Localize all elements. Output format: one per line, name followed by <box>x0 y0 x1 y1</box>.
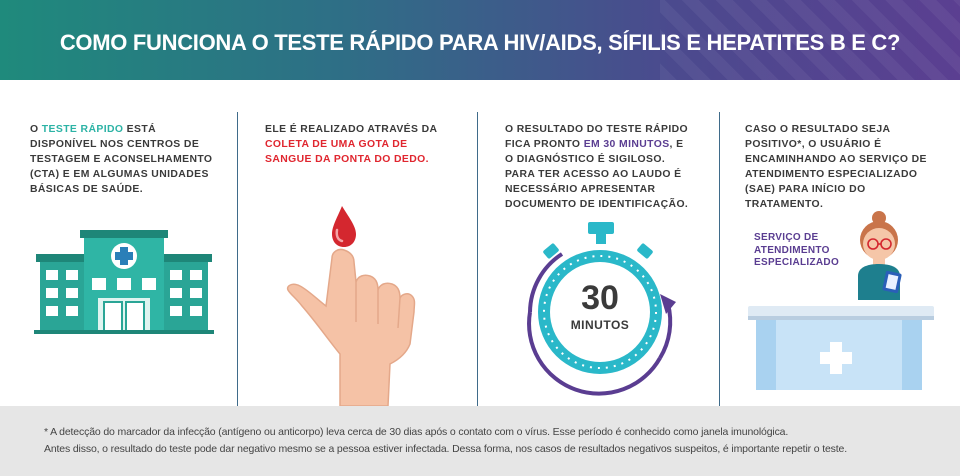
timer-number: 30 <box>581 279 619 317</box>
sae-label: SERVIÇO DE ATENDIMENTO ESPECIALIZADO <box>754 232 840 268</box>
page-title: COMO FUNCIONA O TESTE RÁPIDO PARA HIV/AI… <box>59 30 901 55</box>
column-text: O <box>30 124 42 135</box>
footnote-line-2: Antes disso, o resultado do teste pode d… <box>44 443 847 455</box>
info-column-result-time: O RESULTADO DO TESTE RÁPIDO FICA PRONTO … <box>505 122 695 212</box>
footnote-line-1: * A detecção do marcador da infecção (an… <box>44 426 789 438</box>
column-text: ELE É REALIZADO ATRAVÉS DA <box>265 124 438 135</box>
column-text: CASO O RESULTADO SEJA POSITIVO*, O USUÁR… <box>745 124 927 210</box>
hospital-icon <box>34 230 214 334</box>
timer-unit: MINUTOS <box>570 318 630 332</box>
header-banner: COMO FUNCIONA O TESTE RÁPIDO PARA HIV/AI… <box>0 0 960 80</box>
nurse-reception-icon <box>748 211 934 390</box>
info-column-blood-sample: ELE É REALIZADO ATRAVÉS DA COLETA DE UMA… <box>265 122 455 167</box>
finger-blood-drop-icon <box>286 206 416 406</box>
column-divider <box>237 112 238 408</box>
header-pattern <box>660 0 960 80</box>
column-highlight: COLETA DE UMA GOTA DE SANGUE DA PONTA DO… <box>265 139 429 165</box>
stopwatch-icon <box>527 222 676 396</box>
info-column-cta: O TESTE RÁPIDO ESTÁ DISPONÍVEL NOS CENTR… <box>30 122 220 197</box>
column-text: ESTÁ DISPONÍVEL NOS CENTROS DE TESTAGEM … <box>30 124 213 195</box>
column-text: , E O DIAGNÓSTICO É SIGILOSO. PARA TER A… <box>505 139 689 210</box>
column-highlight: EM 30 MINUTOS <box>583 139 670 150</box>
footnote-section: * A detecção do marcador da infecção (an… <box>0 406 960 476</box>
column-divider <box>719 112 720 408</box>
info-column-referral: CASO O RESULTADO SEJA POSITIVO*, O USUÁR… <box>745 122 935 212</box>
column-text: O RESULTADO DO TESTE RÁPIDO FICA PRONTO <box>505 124 689 150</box>
column-divider <box>477 112 478 408</box>
column-highlight: TESTE RÁPIDO <box>41 124 124 135</box>
timer-readout: 30 MINUTOS <box>555 280 645 332</box>
